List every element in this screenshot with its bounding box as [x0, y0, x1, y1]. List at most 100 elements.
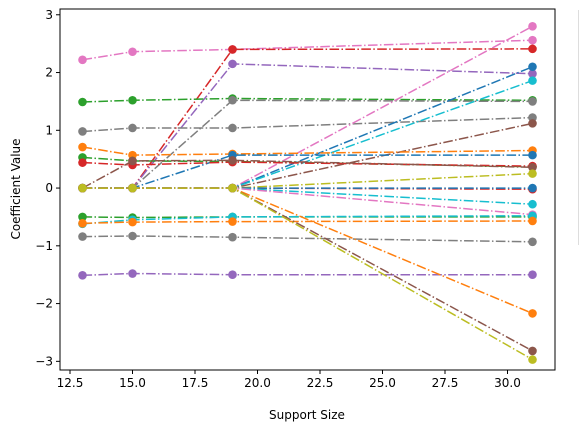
series-25-point [528, 270, 537, 279]
series-28-point [128, 183, 137, 193]
series-1-line [82, 39, 533, 61]
y-tick-label: 3 [45, 8, 53, 22]
series-26 [78, 183, 537, 318]
series-24-point [528, 237, 537, 247]
series-1-point [78, 55, 87, 65]
series-15-point [228, 156, 237, 165]
series-19-line [82, 187, 533, 205]
series-22-line [82, 215, 533, 225]
series-5-point [528, 97, 537, 106]
series-2-point [528, 44, 537, 54]
y-axis-label: Coefficient Value [9, 138, 23, 239]
x-axis-ticks: 12.5 15.0 17.5 20.0 22.5 25.0 27.5 30.0 [57, 370, 521, 390]
series-25-point [228, 270, 237, 279]
axes-frame [59, 8, 556, 371]
series-21-point [78, 212, 87, 222]
series-23-point [228, 217, 237, 226]
series-3-point [228, 59, 237, 69]
series-27-line [82, 187, 533, 352]
x-tick-label: 17.5 [182, 376, 209, 390]
series-8-point [528, 62, 537, 72]
y-tick-label: 1 [45, 123, 53, 137]
legend-edge [578, 10, 582, 245]
y-tick-label: −2 [35, 297, 53, 311]
series-25-point [128, 269, 137, 278]
series-23-point [528, 216, 537, 226]
series-5 [78, 95, 537, 193]
series-23-line [82, 220, 533, 225]
series-15-line [82, 159, 533, 189]
series-13-line [82, 156, 533, 168]
x-tick-label: 25.0 [369, 376, 396, 390]
series-26-point [528, 309, 537, 318]
series-5-line [82, 99, 533, 189]
series-1-point [528, 35, 537, 45]
series-16-line [82, 172, 533, 189]
series-25-line [82, 272, 533, 277]
series-28-point [228, 183, 237, 193]
series-6-point [228, 123, 237, 133]
series-24-point [228, 232, 237, 242]
series-16-point [528, 169, 537, 178]
series-23-point [78, 218, 87, 228]
series-28 [78, 183, 537, 364]
series-14-point [78, 158, 87, 167]
x-tick-label: 15.0 [119, 376, 146, 390]
series-27-point [528, 346, 537, 356]
series-21-line [82, 216, 533, 219]
series-15-point [528, 162, 537, 172]
series-28-line [82, 187, 533, 361]
series-14-line [82, 161, 533, 167]
series-9-point [528, 76, 537, 85]
series-12-point [528, 150, 537, 160]
series-23-point [128, 217, 137, 227]
series-19-point [528, 199, 537, 209]
y-tick-label: −3 [35, 354, 53, 368]
series-24 [78, 231, 537, 247]
series-15-point [128, 156, 137, 166]
x-tick-label: 20.0 [244, 376, 271, 390]
y-tick-label: 0 [45, 181, 53, 195]
series-24-point [128, 231, 137, 241]
y-tick-label: 2 [45, 66, 53, 80]
series-28-point [78, 183, 87, 193]
series-25 [78, 269, 537, 280]
series-4-point [128, 95, 137, 105]
y-axis-ticks: −3 −2 −1 0 1 2 3 [35, 8, 60, 368]
series-10-point [528, 119, 537, 128]
series-6-point [78, 127, 87, 136]
x-tick-label: 12.5 [57, 376, 84, 390]
series-6-line [82, 116, 533, 133]
series-5-point [228, 95, 237, 105]
series-7-point [528, 22, 537, 31]
series-15 [78, 156, 537, 193]
series-26-line [82, 187, 533, 315]
series-18-point [528, 183, 537, 193]
series-11-line [82, 146, 533, 156]
series-layer [78, 22, 537, 364]
series-28-point [528, 355, 537, 364]
x-tick-label: 30.0 [494, 376, 521, 390]
series-3-point [528, 69, 537, 78]
series-2-point [228, 45, 237, 54]
y-tick-label: −1 [35, 239, 53, 253]
series-11 [78, 142, 537, 160]
series-25-point [78, 270, 87, 280]
series-4-line [82, 97, 533, 103]
series-6 [78, 113, 537, 136]
series-24-line [82, 235, 533, 243]
series-2-line [82, 48, 533, 189]
series-1-point [128, 47, 137, 57]
series-14 [78, 157, 537, 171]
series-1 [78, 35, 537, 65]
x-tick-label: 22.5 [307, 376, 334, 390]
plot-frame [59, 8, 556, 371]
series-24-point [78, 232, 87, 241]
series-6-point [128, 123, 137, 133]
series-23 [78, 216, 537, 228]
series-11-point [78, 142, 87, 152]
series-4-point [78, 97, 87, 107]
x-tick-label: 27.5 [432, 376, 459, 390]
x-axis-label: Support Size [269, 408, 345, 422]
